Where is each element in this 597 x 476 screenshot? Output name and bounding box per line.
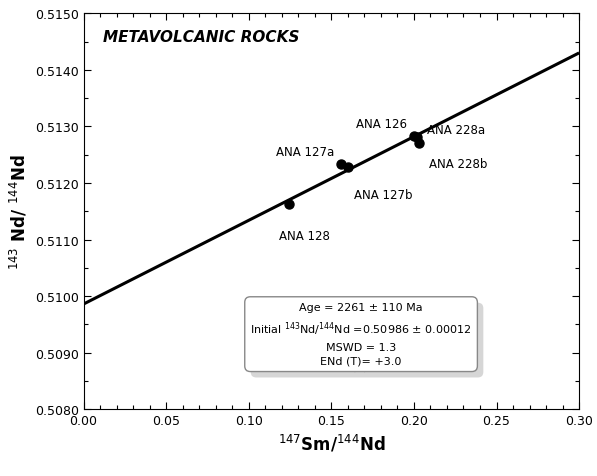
Text: METAVOLCANIC ROCKS: METAVOLCANIC ROCKS [103, 30, 300, 45]
Text: ANA 127a: ANA 127a [276, 146, 335, 159]
Text: Age = 2261 ± 110 Ma
Initial $^{143}$Nd/$^{144}$Nd =0.50986 ± 0.00012
MSWD = 1.3
: Age = 2261 ± 110 Ma Initial $^{143}$Nd/$… [250, 303, 472, 366]
Text: ANA 228b: ANA 228b [429, 158, 487, 170]
Text: ANA 228a: ANA 228a [427, 124, 485, 137]
Text: ANA 128: ANA 128 [279, 229, 330, 242]
X-axis label: $^{147}$Sm/$^{144}$Nd: $^{147}$Sm/$^{144}$Nd [278, 433, 385, 454]
Text: ANA 127b: ANA 127b [355, 188, 413, 201]
Text: Age = 2261 ± 110 Ma
Initial $^{143}$Nd/$^{144}$Nd =0.50986 ± 0.00012
MSWD = 1.3
: Age = 2261 ± 110 Ma Initial $^{143}$Nd/$… [256, 308, 478, 372]
Y-axis label: $^{143}$ Nd/ $^{144}$Nd: $^{143}$ Nd/ $^{144}$Nd [8, 154, 29, 269]
Text: ANA 126: ANA 126 [356, 118, 407, 131]
